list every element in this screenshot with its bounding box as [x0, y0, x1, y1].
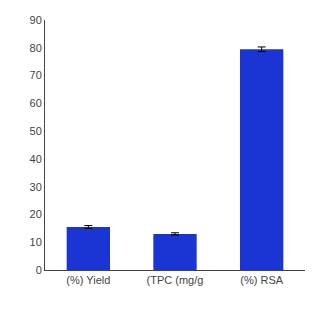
svg-text:(TPC (mg/g: (TPC (mg/g [147, 274, 204, 286]
svg-text:20: 20 [30, 208, 42, 220]
svg-text:0: 0 [36, 264, 42, 276]
svg-text:(%) Yield: (%) Yield [66, 274, 110, 286]
svg-text:40: 40 [30, 153, 42, 165]
svg-text:30: 30 [30, 181, 42, 193]
svg-text:80: 80 [30, 42, 42, 54]
svg-text:(%) RSA: (%) RSA [240, 274, 283, 286]
svg-text:70: 70 [30, 69, 42, 81]
svg-text:60: 60 [30, 97, 42, 109]
svg-text:10: 10 [30, 236, 42, 248]
svg-text:90: 90 [30, 14, 42, 26]
svg-text:50: 50 [30, 125, 42, 137]
